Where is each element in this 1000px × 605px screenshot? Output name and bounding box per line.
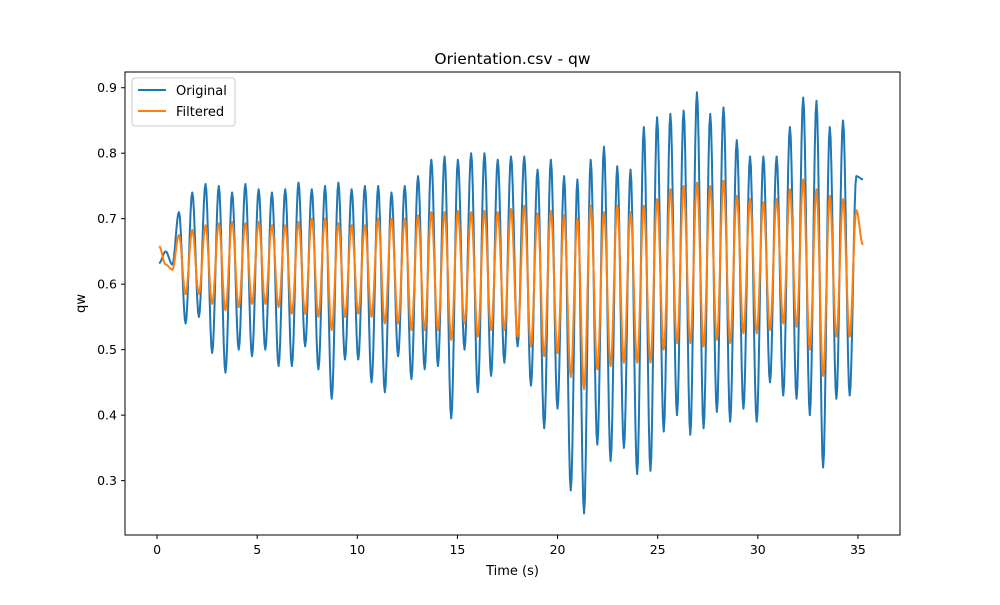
legend-label-filtered: Filtered (176, 105, 224, 120)
y-tick-label: 0.9 (97, 80, 117, 95)
x-tick-label: 5 (253, 542, 261, 557)
y-tick-label: 0.5 (97, 342, 117, 357)
y-tick-label: 0.6 (97, 277, 117, 292)
y-axis-ticks: 0.3 0.4 0.5 0.6 0.7 0.8 0.9 (97, 80, 125, 488)
x-tick-label: 0 (153, 542, 161, 557)
legend: Original Filtered (131, 77, 236, 127)
x-tick-label: 25 (650, 542, 666, 557)
series-line-filtered (158, 178, 864, 390)
y-tick-label: 0.8 (97, 146, 117, 161)
chart-title: Orientation.csv - qw (434, 50, 590, 68)
x-tick-label: 30 (750, 542, 766, 557)
plot-lines (158, 91, 864, 515)
x-tick-label: 10 (349, 542, 365, 557)
legend-label-original: Original (176, 84, 227, 99)
x-tick-label: 35 (850, 542, 866, 557)
y-tick-label: 0.3 (97, 473, 117, 488)
plot-frame (124, 71, 901, 536)
x-tick-label: 15 (449, 542, 465, 557)
x-axis-label: Time (s) (485, 564, 539, 579)
y-axis-label: qw (74, 294, 89, 313)
y-tick-label: 0.4 (97, 408, 117, 423)
series-line-original (158, 91, 864, 515)
y-tick-label: 0.7 (97, 211, 117, 226)
x-tick-label: 20 (550, 542, 566, 557)
x-axis-ticks: 0 5 10 15 20 25 30 35 (153, 535, 866, 557)
